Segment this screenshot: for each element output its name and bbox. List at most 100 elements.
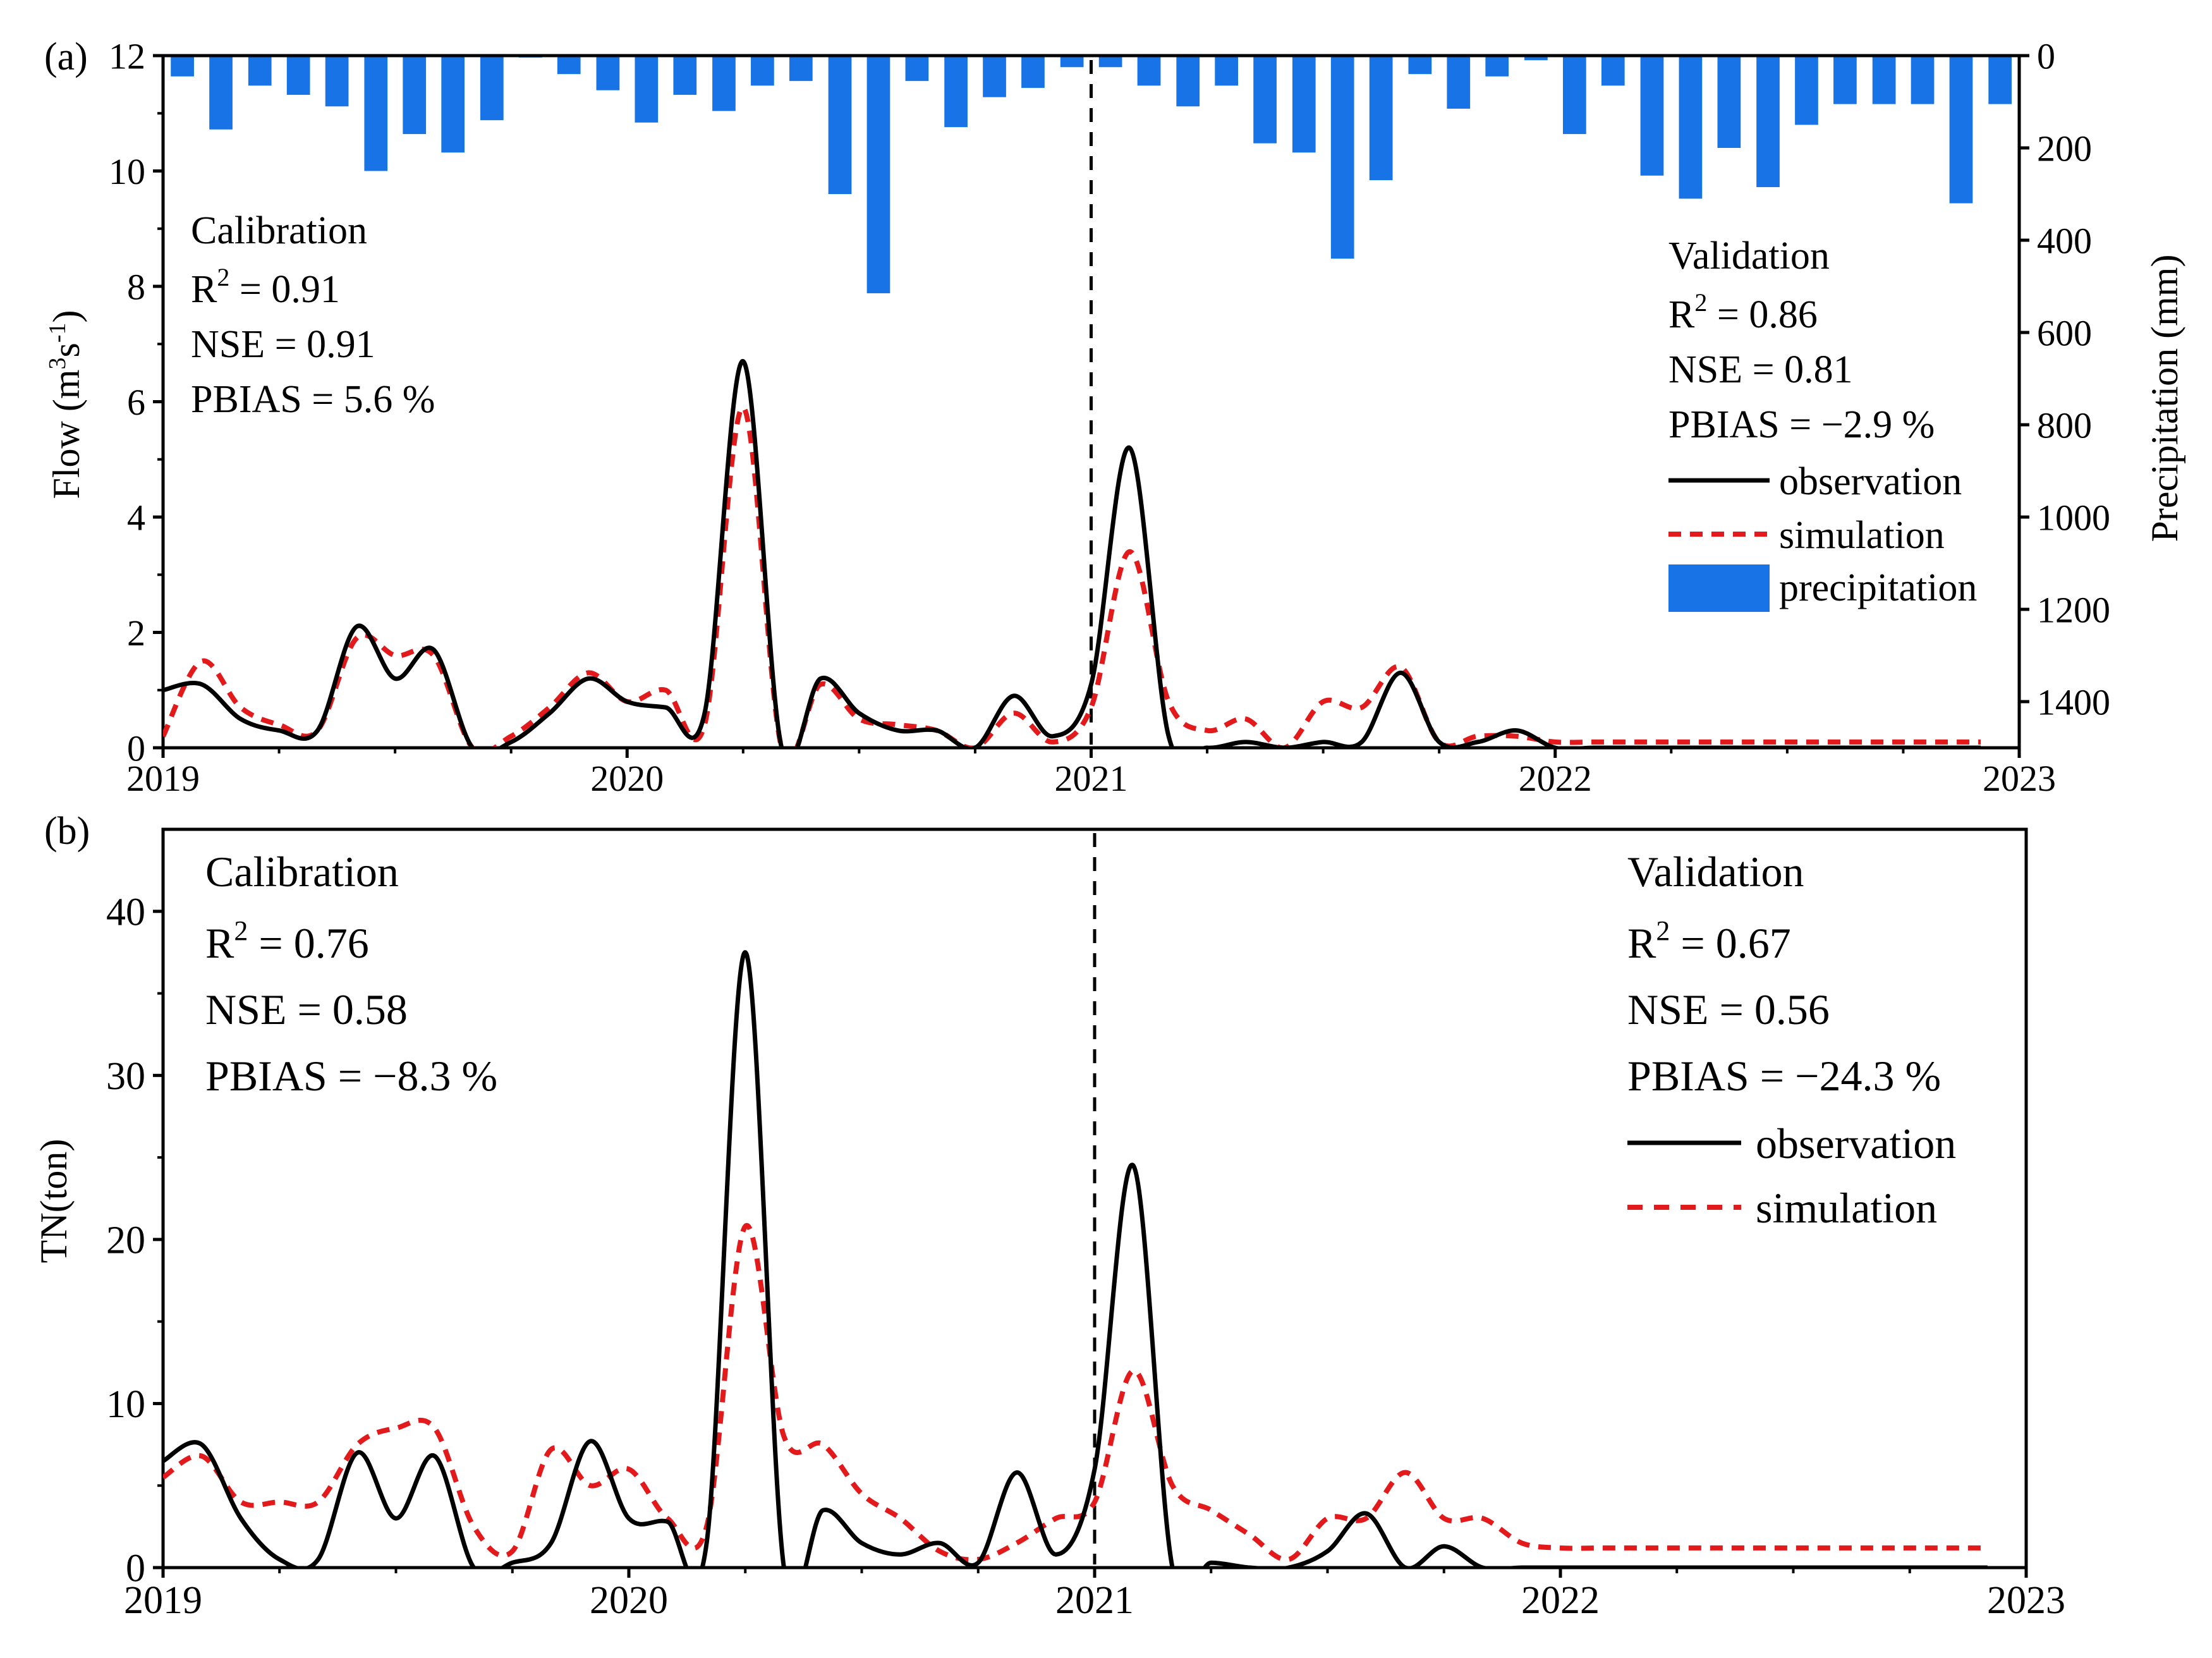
x-tick-label: 2019 xyxy=(124,1579,202,1622)
precipitation-bar xyxy=(1988,56,2012,104)
precipitation-bar xyxy=(325,56,349,107)
validation-r2: R2 = 0.86 xyxy=(1668,288,1818,336)
panel-b: (b) 2019 2020 2021 2022 2023 0 10 20 30 40 TN(ton… xyxy=(33,810,2065,1622)
observation-line xyxy=(163,359,1981,747)
x-tick-label: 2023 xyxy=(1983,758,2056,799)
y2-tick-label: 600 xyxy=(2037,312,2092,353)
calibration-title: Calibration xyxy=(191,209,367,252)
legend-precipitation-swatch xyxy=(1668,564,1770,612)
panel-b-label: (b) xyxy=(44,810,90,853)
y-tick-label: 12 xyxy=(109,35,145,76)
precipitation-bar xyxy=(944,56,968,128)
precipitation-bar xyxy=(1795,56,1818,125)
precipitation-bar xyxy=(751,56,774,86)
simulation-line xyxy=(163,1222,1988,1563)
y2-axis-label: Precipitation (mm) xyxy=(2144,255,2185,542)
precipitation-bar xyxy=(1098,56,1122,68)
x-tick-label: 2023 xyxy=(1987,1579,2065,1622)
calibration-r2: R2 = 0.76 xyxy=(205,915,369,967)
precipitation-bar xyxy=(1911,56,1935,104)
panel-b-axes: 2019 2020 2021 2022 2023 0 10 20 30 40 xyxy=(106,891,2065,1622)
legend-observation-label: observation xyxy=(1779,460,1962,503)
validation-r2: R2 = 0.67 xyxy=(1627,915,1791,967)
y2-tick-label: 1400 xyxy=(2037,681,2110,722)
y2-tick-label: 1000 xyxy=(2037,497,2110,538)
y-tick-label: 4 xyxy=(127,497,145,538)
legend-observation-label: observation xyxy=(1756,1119,1956,1167)
precipitation-bar xyxy=(1679,56,1703,199)
x-tick-label: 2019 xyxy=(126,758,200,799)
observation-line xyxy=(163,950,1988,1566)
y2-tick-label: 200 xyxy=(2037,128,2092,169)
precipitation-bar xyxy=(635,56,659,123)
y-axis-label: Flow (m3s-1) xyxy=(44,310,87,499)
precipitation-bar xyxy=(1524,56,1548,61)
validation-title: Validation xyxy=(1627,848,1804,896)
calibration-nse: NSE = 0.58 xyxy=(205,985,408,1033)
validation-nse: NSE = 0.81 xyxy=(1668,348,1853,391)
validation-pbias: PBIAS = −24.3 % xyxy=(1627,1052,1941,1100)
calibration-title: Calibration xyxy=(205,848,399,896)
precipitation-bar xyxy=(1756,56,1780,188)
y2-tick-label: 0 xyxy=(2037,35,2055,76)
y-tick-label: 20 xyxy=(106,1219,145,1262)
precipitation-bar xyxy=(1640,56,1664,176)
x-tick-label: 2022 xyxy=(1521,1579,1600,1622)
validation-stats: Validation R2 = 0.67 NSE = 0.56 PBIAS = … xyxy=(1627,848,1941,1100)
precipitation-bar xyxy=(983,56,1006,97)
y-tick-label: 2 xyxy=(127,613,145,654)
y2-tick-label: 800 xyxy=(2037,405,2092,446)
y-tick-label: 6 xyxy=(127,382,145,423)
precipitation-bar xyxy=(1833,56,1857,104)
precipitation-bar xyxy=(866,56,890,293)
precipitation-bar xyxy=(1872,56,1896,104)
calibration-stats: Calibration R2 = 0.76 NSE = 0.58 PBIAS =… xyxy=(205,848,497,1100)
validation-title: Validation xyxy=(1668,235,1830,277)
y-tick-label: 10 xyxy=(106,1383,145,1426)
calibration-pbias: PBIAS = −8.3 % xyxy=(205,1052,497,1100)
panel-a: (a) 2019 2020 2021 2022 2023 0 2 4 6 8 10 12 0 200 400… xyxy=(44,35,2185,799)
precipitation-bar xyxy=(557,56,581,75)
precipitation-bar xyxy=(209,56,233,130)
panel-a-axes: 2019 2020 2021 2022 2023 0 2 4 6 8 10 12 0 200 400 600 8… xyxy=(109,35,2110,799)
precipitation-bar xyxy=(1137,56,1161,86)
y-tick-label: 0 xyxy=(127,728,145,769)
precipitation-bar xyxy=(1485,56,1509,76)
precipitation-bar xyxy=(905,56,929,82)
precipitation-bar xyxy=(1253,56,1277,143)
precipitation-bar xyxy=(286,56,310,95)
precipitation-bar xyxy=(1562,56,1586,135)
validation-pbias: PBIAS = −2.9 % xyxy=(1668,403,1935,446)
panel-b-legend: observation simulation xyxy=(1627,1119,1956,1232)
precipitation-bar xyxy=(1021,56,1045,88)
y-tick-label: 40 xyxy=(106,891,145,934)
legend-precipitation-label: precipitation xyxy=(1779,566,1977,609)
precipitation-bar xyxy=(248,56,272,86)
precipitation-bar xyxy=(673,56,697,95)
precipitation-bar xyxy=(1292,56,1316,153)
y-axis-label: TN(ton) xyxy=(33,1139,75,1264)
precipitation-bars xyxy=(171,56,2012,293)
precipitation-bar xyxy=(1369,56,1393,181)
x-tick-label: 2021 xyxy=(1055,1579,1134,1622)
precipitation-bar xyxy=(480,56,504,121)
calibration-pbias: PBIAS = 5.6 % xyxy=(191,378,435,421)
y-tick-label: 10 xyxy=(109,151,145,192)
precipitation-bar xyxy=(364,56,388,171)
x-tick-label: 2020 xyxy=(590,1579,668,1622)
legend-simulation-label: simulation xyxy=(1756,1184,1937,1232)
x-tick-label: 2021 xyxy=(1055,758,1128,799)
precipitation-bar xyxy=(1601,56,1625,86)
precipitation-bar xyxy=(1717,56,1741,148)
precipitation-bar xyxy=(828,56,852,194)
precipitation-bar xyxy=(403,56,427,135)
precipitation-bar xyxy=(712,56,736,111)
calibration-nse: NSE = 0.91 xyxy=(191,323,375,366)
y-tick-label: 8 xyxy=(127,266,145,307)
x-tick-label: 2022 xyxy=(1519,758,1592,799)
y-tick-label: 30 xyxy=(106,1055,145,1098)
y2-tick-label: 1200 xyxy=(2037,589,2110,630)
calibration-r2: R2 = 0.91 xyxy=(191,263,340,311)
validation-nse: NSE = 0.56 xyxy=(1627,985,1830,1033)
